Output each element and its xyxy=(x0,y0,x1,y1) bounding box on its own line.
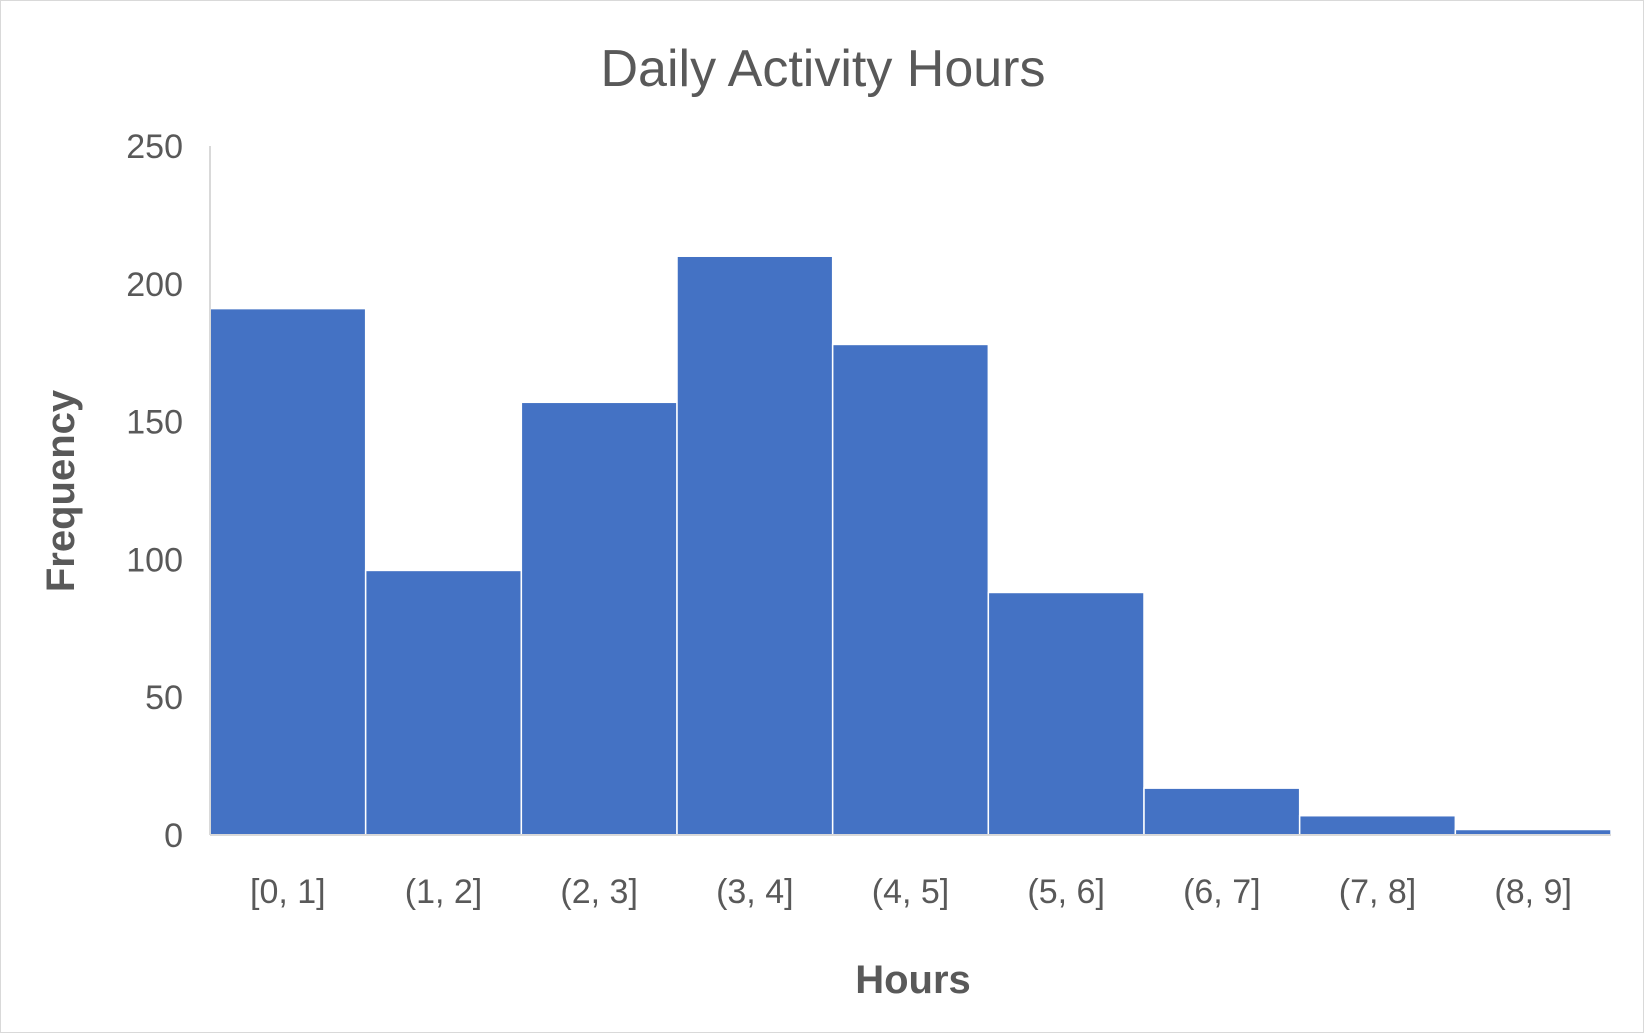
y-tick-label: 0 xyxy=(164,817,183,855)
bars xyxy=(209,255,1612,836)
histogram-bar xyxy=(1143,787,1301,836)
y-axis-title: Frequency xyxy=(39,389,83,592)
x-axis-title: Hours xyxy=(855,958,971,1002)
histogram-bar xyxy=(520,401,678,836)
x-tick-label: (2, 3] xyxy=(560,873,637,911)
histogram-bar xyxy=(209,307,367,836)
x-tick-label: (4, 5] xyxy=(872,873,949,911)
y-tick-label: 150 xyxy=(126,404,183,442)
x-tick-labels: [0, 1] (1, 2] (2, 3] (3, 4] (4, 5] (5, 6] (6, … xyxy=(250,873,1572,911)
y-tick-label: 50 xyxy=(145,679,183,717)
y-tick-labels: 0 50 100 150 200 250 xyxy=(126,128,183,855)
y-tick-label: 200 xyxy=(126,266,183,304)
histogram-bar xyxy=(364,569,523,836)
x-tick-label: (6, 7] xyxy=(1183,873,1260,911)
y-tick-label: 250 xyxy=(126,128,183,166)
x-tick-label: (7, 8] xyxy=(1339,873,1416,911)
x-tick-label: (8, 9] xyxy=(1494,873,1571,911)
x-tick-label: (3, 4] xyxy=(716,873,793,911)
histogram-bar xyxy=(831,343,990,836)
histogram-bar xyxy=(987,591,1145,836)
histogram-bar xyxy=(676,255,834,836)
x-tick-label: (5, 6] xyxy=(1027,873,1104,911)
x-tick-label: (1, 2] xyxy=(405,873,482,911)
chart-title: Daily Activity Hours xyxy=(601,40,1046,98)
histogram-bar xyxy=(1298,814,1457,836)
y-tick-label: 100 xyxy=(126,541,183,579)
x-tick-label: [0, 1] xyxy=(250,873,326,911)
